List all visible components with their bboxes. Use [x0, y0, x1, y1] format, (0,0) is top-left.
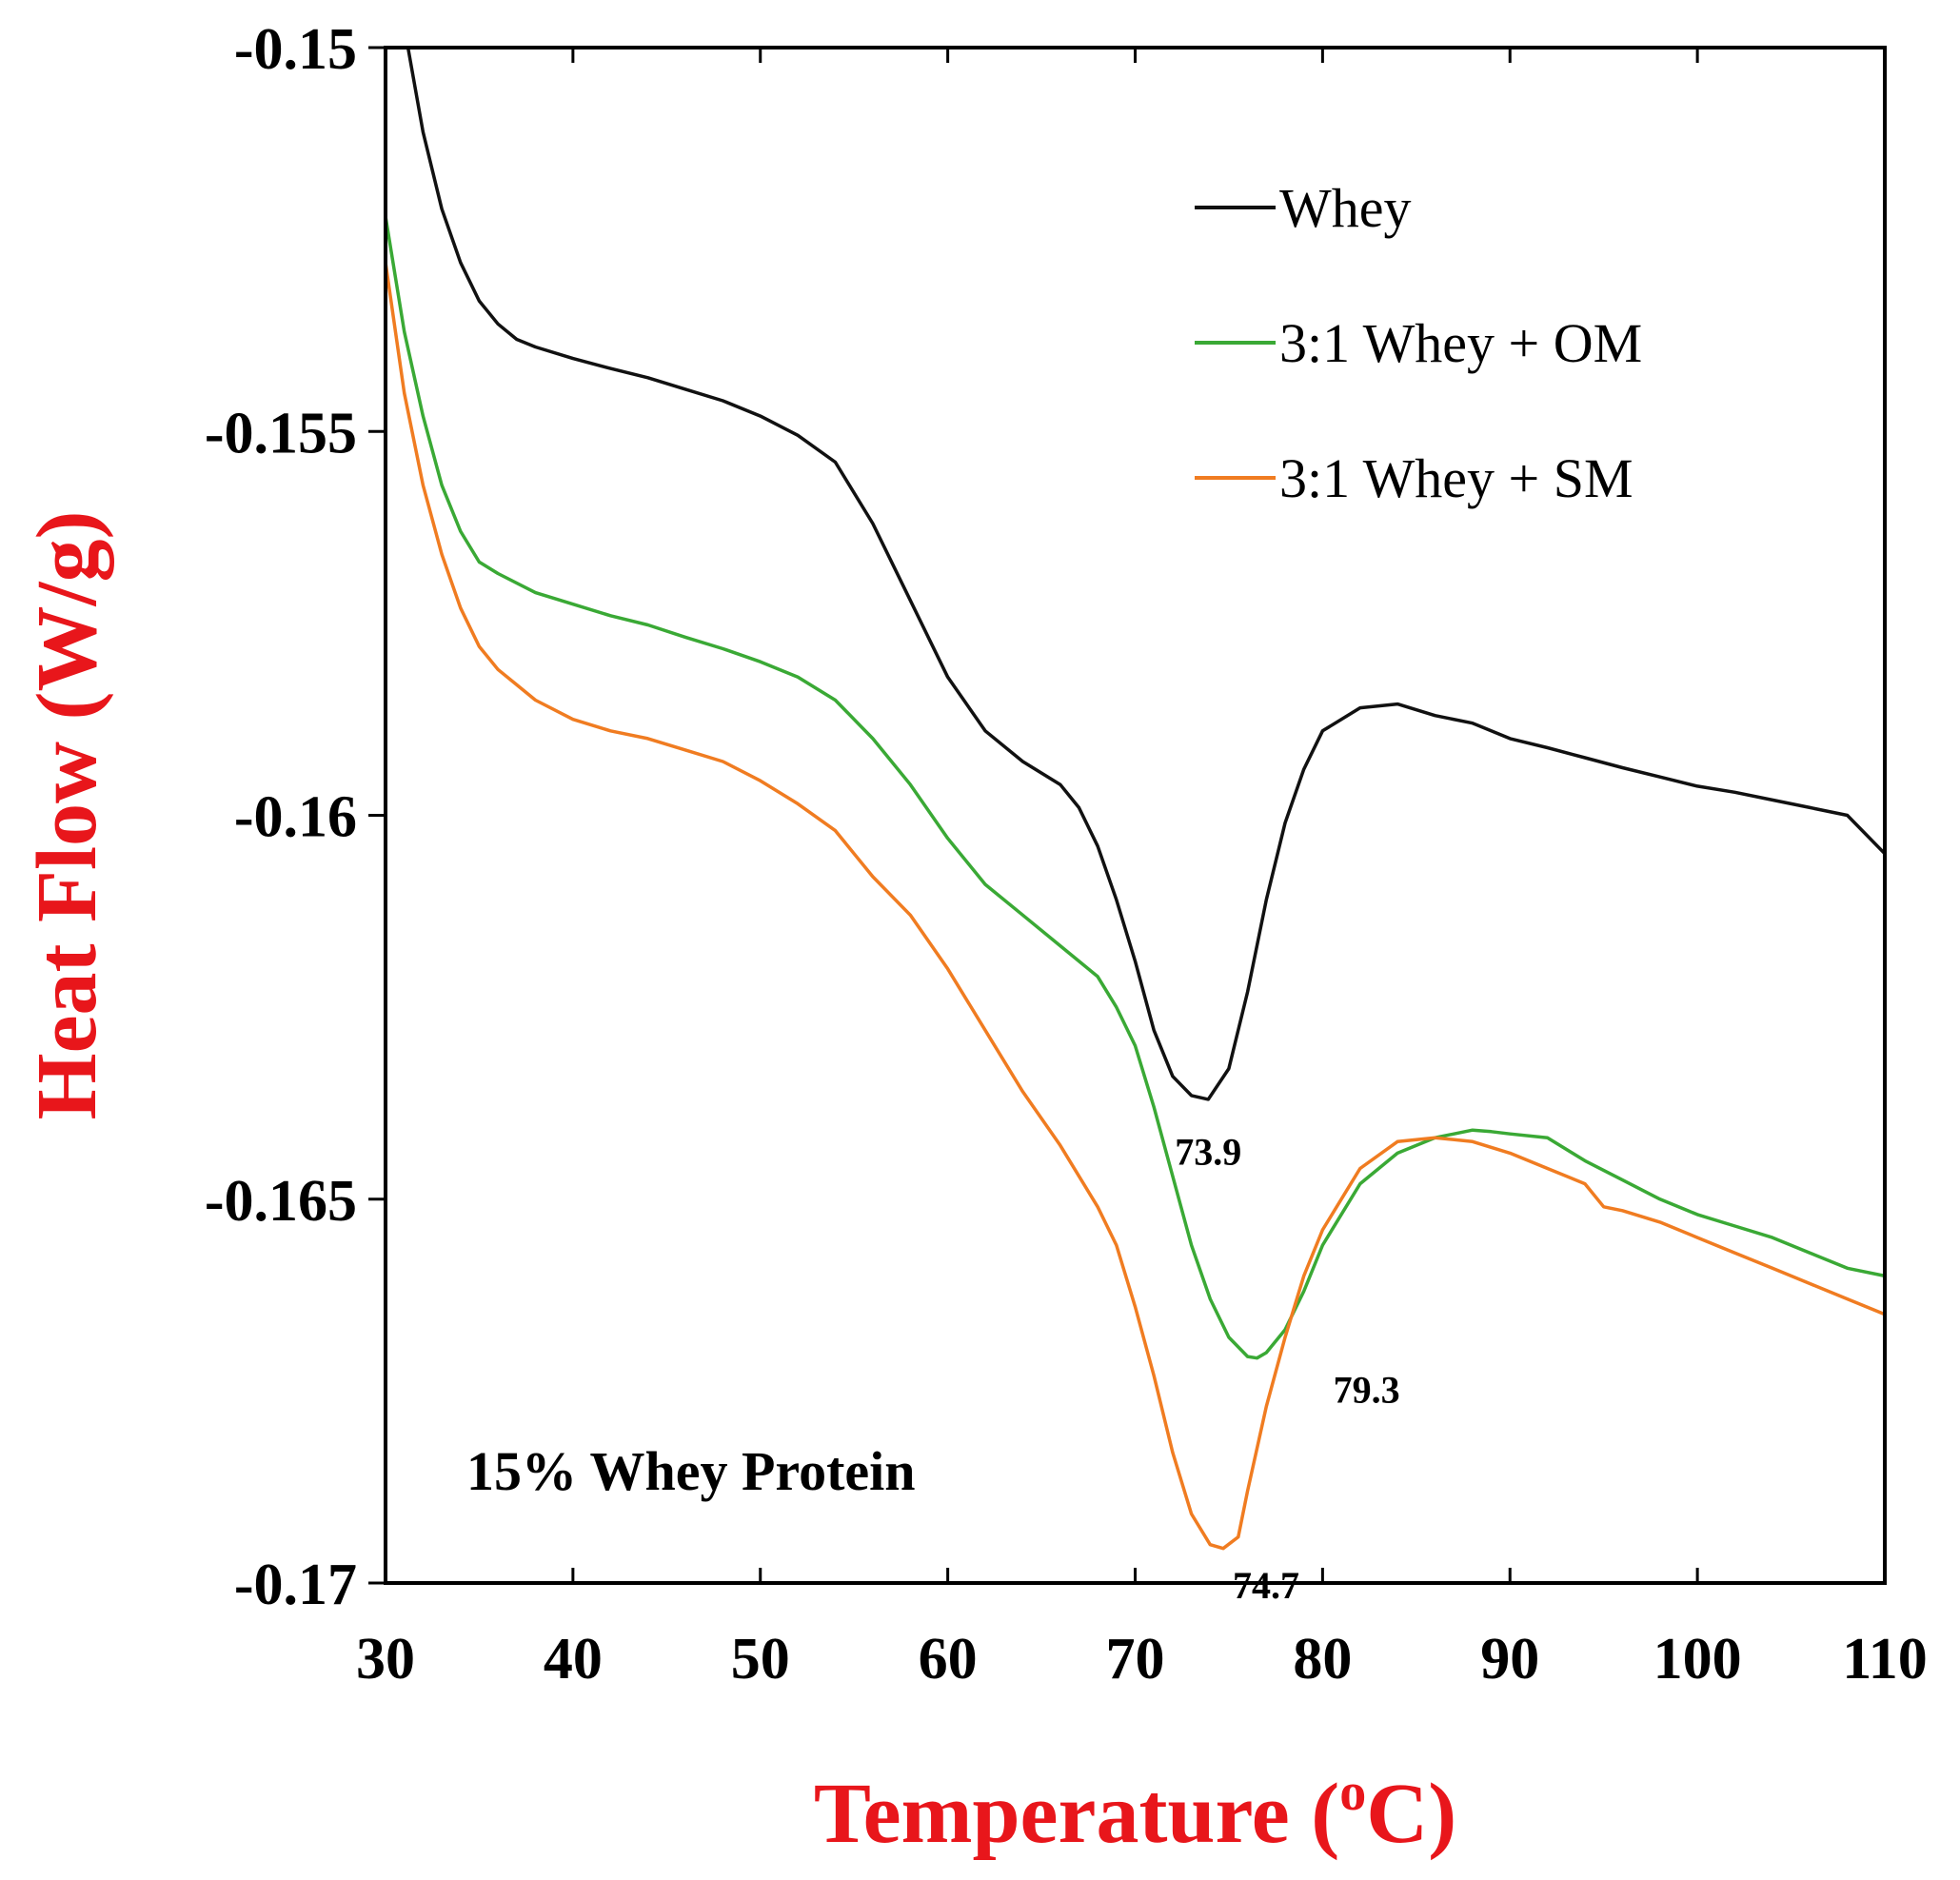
y-tick-label: -0.16 — [234, 785, 357, 850]
x-tick-label: 60 — [919, 1627, 978, 1692]
legend-label: 3:1 Whey + OM — [1279, 312, 1642, 374]
series-line-3-1-whey-om — [384, 216, 1886, 1360]
chart-annotation: 15% Whey Protein — [466, 1440, 916, 1502]
legend-label: Whey — [1279, 177, 1412, 239]
peak-labels: 73.9 79.3 74.7 — [1175, 1130, 1399, 1606]
peak-label: 79.3 — [1334, 1368, 1400, 1411]
legend-label: 3:1 Whey + SM — [1279, 447, 1633, 509]
x-tick-label: 30 — [356, 1627, 415, 1692]
y-tick-label: -0.155 — [205, 401, 357, 465]
x-axis-title: Temperature (oC) — [814, 1763, 1456, 1861]
y-axis-title: Heat Flow (W/g) — [20, 511, 114, 1120]
y-tick-label: -0.15 — [234, 17, 357, 82]
x-axis-title-unit: C) — [1366, 1767, 1456, 1861]
x-tick-label: 110 — [1842, 1627, 1928, 1692]
x-tick-label: 100 — [1653, 1627, 1742, 1692]
y-tick-label: -0.17 — [234, 1553, 357, 1617]
peak-label: 73.9 — [1175, 1130, 1241, 1173]
x-axis-title-text: Temperature ( — [814, 1767, 1339, 1861]
x-tick-label: 50 — [731, 1627, 790, 1692]
x-tick-label: 40 — [544, 1627, 603, 1692]
series-layer — [384, 47, 1887, 1551]
x-tick-label: 90 — [1480, 1627, 1539, 1692]
series-line-whey — [406, 47, 1887, 1101]
legend: Whey 3:1 Whey + OM 3:1 Whey + SM — [1195, 177, 1642, 509]
x-tick-label: 80 — [1293, 1627, 1352, 1692]
tick-marks — [368, 46, 1887, 1585]
y-tick-label: -0.165 — [205, 1169, 357, 1234]
series-line-3-1-whey-sm — [384, 262, 1886, 1551]
peak-label: 74.7 — [1233, 1564, 1299, 1607]
x-axis-title-superscript: o — [1339, 1763, 1366, 1822]
tick-labels: 30 40 50 60 70 80 90 100 110 -0.15 -0.155 -0.16 -0.1… — [205, 17, 1928, 1692]
plot-area-frame — [384, 46, 1887, 1585]
x-tick-label: 70 — [1106, 1627, 1165, 1692]
